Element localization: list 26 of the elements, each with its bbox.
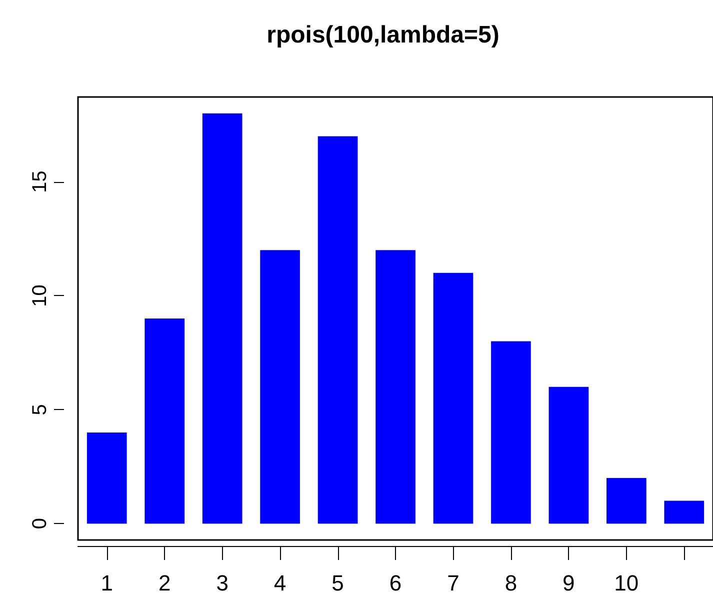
y-tick-label: 10	[29, 284, 51, 307]
x-tick-label: 8	[504, 570, 518, 596]
x-tick-label: 6	[389, 570, 402, 596]
bar	[144, 318, 185, 524]
y-tick-label: 15	[29, 170, 51, 193]
x-tick-label: 3	[216, 570, 228, 596]
bar	[664, 500, 704, 524]
bar	[491, 341, 531, 524]
y-tick-label: 0	[29, 518, 51, 530]
bar	[433, 272, 474, 524]
bar	[202, 113, 242, 524]
x-tick-label: 9	[562, 570, 575, 596]
bar	[86, 432, 127, 524]
x-tick-label: 2	[158, 570, 171, 596]
bar	[376, 250, 416, 524]
x-tick-label: 10	[614, 570, 639, 596]
chart-title: rpois(100,lambda=5)	[266, 22, 500, 48]
x-tick-label: 1	[100, 570, 113, 596]
bar	[318, 136, 358, 524]
bar	[548, 386, 589, 524]
bar	[260, 250, 300, 524]
bar	[606, 478, 646, 524]
x-tick-label: 7	[447, 570, 460, 596]
y-tick-label: 5	[29, 404, 51, 416]
x-tick-label: 5	[332, 570, 344, 596]
x-tick-label: 4	[274, 570, 286, 596]
